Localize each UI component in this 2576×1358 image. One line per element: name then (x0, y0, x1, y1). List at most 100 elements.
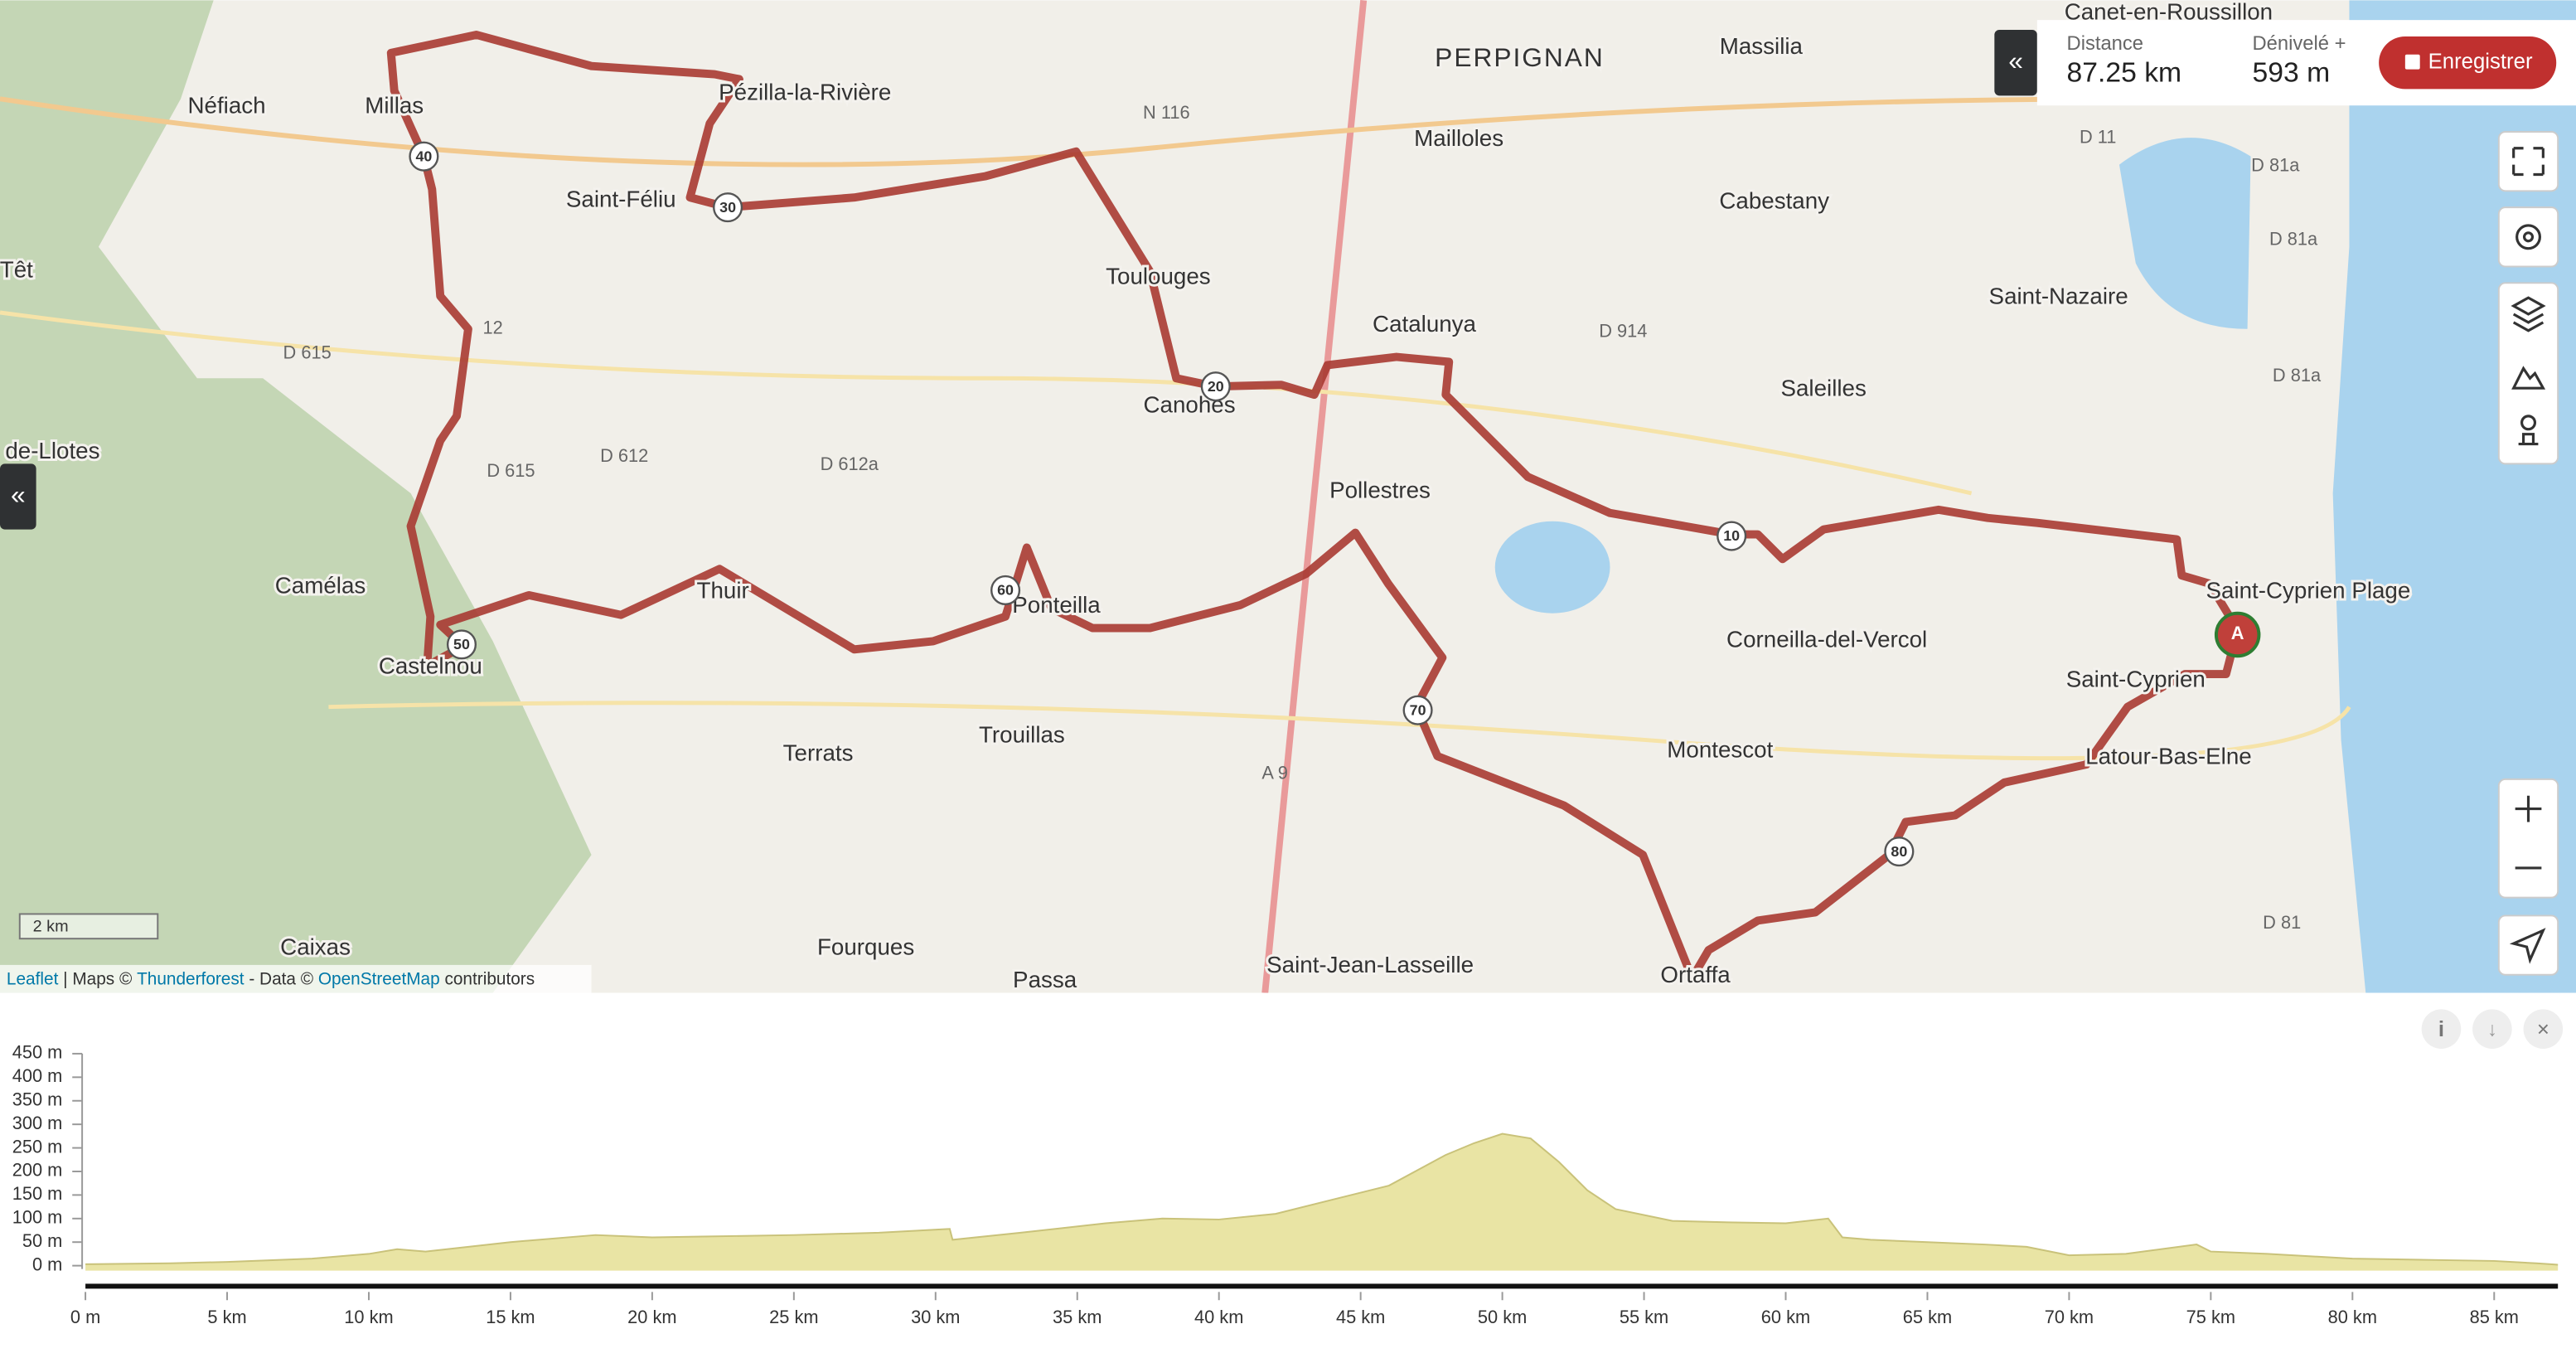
stat-label: Distance (2067, 32, 2143, 55)
y-tick-label: 50 m (22, 1230, 62, 1251)
place: Ponteilla (1012, 592, 1101, 618)
place: Mailloles (1414, 125, 1503, 151)
sidebar-toggle[interactable] (0, 463, 36, 530)
place: Pollestres (1329, 477, 1431, 502)
icon: × (2537, 1018, 2549, 1041)
y-tick-label: 100 m (12, 1207, 63, 1228)
km-marker (1200, 371, 1231, 402)
text: - Data © (245, 969, 318, 988)
road-label: D 81a (2251, 154, 2300, 175)
km-marker (713, 192, 743, 223)
km-label: 30 (719, 199, 736, 216)
route[interactable] (386, 31, 2242, 982)
link[interactable]: OpenStreetMap (318, 969, 440, 988)
link[interactable]: Leaflet (7, 969, 59, 988)
download-button[interactable] (2472, 1009, 2512, 1049)
road (0, 310, 1973, 496)
fullscreen-button[interactable] (2497, 130, 2559, 192)
save-button[interactable] (2379, 36, 2557, 90)
attribution: Leaflet | Maps © Thunderforest - Data © … (7, 969, 535, 988)
info-button[interactable] (2421, 1009, 2462, 1049)
panel-toggle[interactable] (1994, 30, 2037, 96)
stat-value: 593 m (2253, 57, 2331, 88)
place: Toulouges (1106, 264, 1211, 289)
place: Fourques (817, 934, 914, 959)
x-tick-label: 60 km (1761, 1307, 1810, 1327)
y-tick-label: 0 m (32, 1254, 62, 1274)
km-marker (1402, 695, 1433, 725)
km-marker (1717, 521, 1747, 551)
place: Cabestany (1719, 188, 1829, 214)
road-label: D 11 (2080, 127, 2116, 148)
x-tick-label: 20 km (627, 1307, 676, 1327)
place: Corneilla-del-Vercol (1726, 627, 1927, 652)
x-tick-label: 50 km (1478, 1307, 1527, 1327)
km-markers: 10 20 30 40 50 60 70 80 (409, 141, 1915, 867)
motorway (1261, 0, 1368, 993)
y-tick-label: 450 m (12, 1042, 63, 1063)
place: Saint-Nazaire (1989, 283, 2128, 308)
km-label: 60 (997, 582, 1014, 599)
place: Terrats (783, 740, 854, 766)
km-marker (1884, 837, 1915, 867)
start-label: A (2231, 623, 2244, 643)
place: Thuir (697, 577, 749, 603)
x-tick-label: 75 km (2186, 1307, 2235, 1327)
km-label: 80 (1891, 843, 1907, 860)
place: PERPIGNAN (1435, 42, 1605, 72)
stat-value: 87.25 km (2067, 57, 2182, 88)
km-label: 40 (415, 148, 432, 164)
link[interactable]: Thunderforest (137, 969, 245, 988)
road-label: D 612a (821, 453, 879, 474)
place: Passa (1013, 967, 1077, 992)
settings-button[interactable] (2497, 206, 2559, 268)
x-tick-label: 25 km (769, 1307, 818, 1327)
icon: « (11, 479, 26, 509)
place: Saleilles (1780, 375, 1866, 400)
road (0, 96, 2136, 167)
place: Latour-Bas-Elne (2085, 743, 2252, 769)
start-marker[interactable]: A (2214, 611, 2261, 658)
stat-label: Dénivelé + (2253, 32, 2346, 55)
km-label: 20 (1208, 378, 1224, 395)
close-button[interactable] (2523, 1009, 2564, 1049)
scale-label: 2 km (33, 918, 69, 936)
x-tick-label: 85 km (2470, 1307, 2519, 1327)
control-icons (2509, 147, 2546, 964)
km-label: 50 (453, 636, 470, 652)
place: Néfiach (187, 93, 265, 119)
place: Montescot (1667, 737, 1773, 763)
y-tick-label: 150 m (12, 1183, 63, 1204)
hills (0, 0, 592, 993)
x-tick-label: 45 km (1336, 1307, 1385, 1327)
road-label: D 81a (2273, 365, 2322, 386)
place: Saint-Jean-Lasseille (1266, 952, 1474, 977)
icon (2404, 54, 2420, 70)
lake (1494, 521, 1610, 614)
elevation-line (85, 1132, 2559, 1266)
place: Trouillas (979, 722, 1065, 748)
place: Pézilla-la-Rivière (719, 80, 891, 105)
road-label: D 615 (487, 460, 535, 481)
x-tick-label: 15 km (486, 1307, 535, 1327)
layers-group[interactable] (2497, 282, 2559, 465)
x-tick-label: 35 km (1053, 1307, 1102, 1327)
x-tick-label: 0 m (70, 1307, 100, 1327)
icon: « (2008, 46, 2023, 75)
km-label: 10 (1723, 527, 1740, 544)
scale-bar (18, 913, 159, 940)
km-marker (409, 141, 439, 172)
zoom-group[interactable] (2497, 778, 2559, 899)
road-label: D 615 (283, 342, 332, 362)
locate-button[interactable] (2497, 914, 2559, 976)
x-tick-label: 10 km (344, 1307, 393, 1327)
x-tick-label: 80 km (2328, 1307, 2377, 1327)
save-label: Enregistrer (2428, 51, 2533, 74)
road-label: 12 (483, 318, 503, 338)
y-tick-label: 350 m (12, 1089, 63, 1110)
x-axis (85, 1283, 2559, 1289)
place: Saint-Cyprien (2066, 666, 2206, 691)
text: | Maps © (58, 969, 137, 988)
